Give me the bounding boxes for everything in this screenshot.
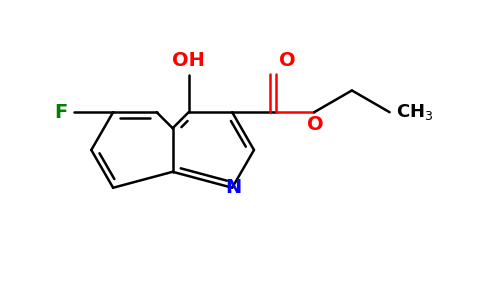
Text: O: O xyxy=(279,51,295,70)
Text: N: N xyxy=(225,178,242,197)
Text: O: O xyxy=(307,115,323,134)
Text: F: F xyxy=(55,103,68,122)
Text: CH$_3$: CH$_3$ xyxy=(395,102,433,122)
Text: OH: OH xyxy=(172,51,205,70)
